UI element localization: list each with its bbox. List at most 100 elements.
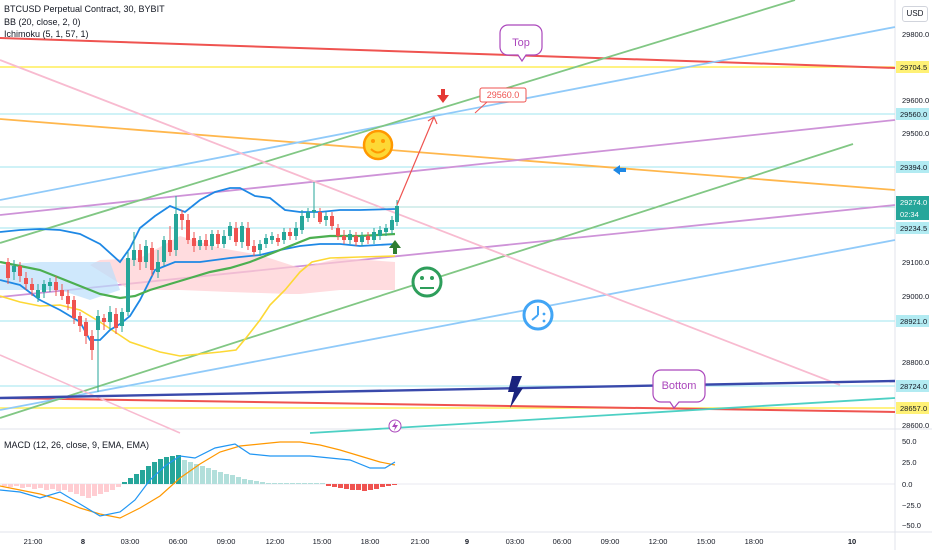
candle-body[interactable] bbox=[294, 228, 298, 236]
candle-body[interactable] bbox=[258, 244, 262, 250]
trendline-blue-upper[interactable] bbox=[0, 26, 896, 201]
candle-body[interactable] bbox=[180, 214, 184, 220]
candle-body[interactable] bbox=[102, 318, 106, 322]
candle-body[interactable] bbox=[90, 336, 94, 350]
candle-body[interactable] bbox=[66, 296, 70, 304]
top-callout[interactable] bbox=[499, 24, 543, 63]
candle-body[interactable] bbox=[186, 220, 190, 240]
trendline-pink-short[interactable] bbox=[0, 354, 181, 434]
prediction-arrow[interactable] bbox=[396, 116, 435, 206]
candle-body[interactable] bbox=[48, 282, 52, 286]
candle-body[interactable] bbox=[378, 230, 382, 236]
candle-body[interactable] bbox=[246, 228, 250, 246]
macd-histogram-bar bbox=[44, 484, 49, 490]
candle-body[interactable] bbox=[324, 216, 328, 220]
clock-icon[interactable] bbox=[522, 299, 554, 331]
candle-body[interactable] bbox=[216, 234, 220, 244]
time-tick-label: 10 bbox=[848, 537, 856, 546]
candle-body[interactable] bbox=[126, 258, 130, 312]
candle-body[interactable] bbox=[372, 232, 376, 240]
candle-body[interactable] bbox=[354, 236, 358, 242]
candle-body[interactable] bbox=[306, 212, 310, 218]
trendline-blue-lower[interactable] bbox=[0, 239, 896, 411]
candle-body[interactable] bbox=[276, 238, 280, 242]
candle-body[interactable] bbox=[342, 236, 346, 240]
candle-body[interactable] bbox=[150, 248, 154, 270]
candle-body[interactable] bbox=[192, 238, 196, 246]
candle-body[interactable] bbox=[84, 322, 88, 336]
candle-body[interactable] bbox=[204, 240, 208, 246]
trendline-red-bottom[interactable] bbox=[0, 397, 896, 413]
arrow-down-icon[interactable] bbox=[437, 89, 449, 103]
candlesticks[interactable] bbox=[6, 182, 399, 392]
ichimoku-indicator-legend[interactable]: Ichimoku (5, 1, 57, 1) bbox=[4, 29, 89, 39]
candle-body[interactable] bbox=[318, 212, 322, 222]
lightning-bolt-icon[interactable] bbox=[508, 376, 523, 408]
candle-body[interactable] bbox=[395, 206, 399, 222]
candle-body[interactable] bbox=[228, 226, 232, 236]
target-label-box[interactable] bbox=[479, 87, 527, 103]
candle-body[interactable] bbox=[330, 216, 334, 226]
candle-body[interactable] bbox=[72, 300, 76, 318]
trendline-pink[interactable] bbox=[0, 59, 841, 386]
candle-body[interactable] bbox=[24, 278, 28, 284]
bottom-callout[interactable] bbox=[652, 369, 706, 410]
candle-body[interactable] bbox=[30, 284, 34, 290]
candle-body[interactable] bbox=[222, 236, 226, 244]
candle-body[interactable] bbox=[138, 250, 142, 262]
candle-body[interactable] bbox=[210, 234, 214, 246]
candle-body[interactable] bbox=[366, 236, 370, 240]
candle-body[interactable] bbox=[168, 240, 172, 252]
trendline-purple-upper[interactable] bbox=[0, 119, 896, 216]
candle-body[interactable] bbox=[120, 312, 124, 326]
trendline-green-upper[interactable] bbox=[0, 0, 796, 244]
price-pane[interactable] bbox=[0, 0, 895, 428]
candle-body[interactable] bbox=[252, 246, 256, 252]
candle-body[interactable] bbox=[336, 228, 340, 236]
candle-body[interactable] bbox=[78, 316, 82, 326]
candle-body[interactable] bbox=[42, 284, 46, 292]
trendline-red-top[interactable] bbox=[0, 37, 896, 69]
candle-body[interactable] bbox=[12, 266, 16, 272]
candle-body[interactable] bbox=[312, 210, 316, 212]
candle-body[interactable] bbox=[36, 290, 40, 298]
candle-body[interactable] bbox=[270, 236, 274, 240]
bb-indicator-legend[interactable]: BB (20, close, 2, 0) bbox=[4, 17, 81, 27]
candle-body[interactable] bbox=[198, 240, 202, 246]
candle-body[interactable] bbox=[264, 238, 268, 244]
symbol-title[interactable]: BTCUSD Perpetual Contract, 30, BYBIT bbox=[4, 4, 165, 14]
macd-axis[interactable]: 50.0 25.0 0.0 −25.0 −50.0 bbox=[902, 437, 921, 530]
candle-body[interactable] bbox=[132, 250, 136, 260]
candle-body[interactable] bbox=[96, 316, 100, 330]
candle-body[interactable] bbox=[360, 236, 364, 242]
arrow-up-icon[interactable] bbox=[389, 240, 401, 254]
candle-body[interactable] bbox=[282, 232, 286, 240]
candle-body[interactable] bbox=[6, 262, 10, 278]
candle-body[interactable] bbox=[18, 266, 22, 276]
time-axis[interactable]: 21:00 8 03:00 06:00 09:00 12:00 15:00 18:00 21:0… bbox=[24, 537, 857, 546]
arrow-left-icon[interactable] bbox=[613, 165, 626, 175]
trendline-teal[interactable] bbox=[309, 397, 896, 434]
candle-body[interactable] bbox=[390, 220, 394, 230]
candle-body[interactable] bbox=[156, 262, 160, 272]
candle-body[interactable] bbox=[60, 290, 64, 296]
currency-button[interactable]: USD bbox=[902, 6, 928, 22]
candle-body[interactable] bbox=[288, 232, 292, 236]
candle-body[interactable] bbox=[174, 214, 178, 250]
macd-indicator-legend[interactable]: MACD (12, 26, close, 9, EMA, EMA) bbox=[4, 440, 150, 450]
smiley-face-icon[interactable] bbox=[362, 129, 394, 161]
candle-body[interactable] bbox=[300, 216, 304, 230]
candle-body[interactable] bbox=[348, 234, 352, 240]
candle-body[interactable] bbox=[114, 314, 118, 328]
candle-body[interactable] bbox=[234, 228, 238, 242]
candle-body[interactable] bbox=[162, 240, 166, 262]
trendline-navy[interactable] bbox=[0, 379, 896, 400]
candle-body[interactable] bbox=[54, 282, 58, 290]
candle-body[interactable] bbox=[384, 228, 388, 232]
candle-body[interactable] bbox=[108, 312, 112, 322]
candle-body[interactable] bbox=[144, 246, 148, 262]
candle-body[interactable] bbox=[240, 226, 244, 242]
event-lightning-icon[interactable] bbox=[388, 419, 402, 433]
neutral-face-icon[interactable] bbox=[411, 266, 443, 298]
